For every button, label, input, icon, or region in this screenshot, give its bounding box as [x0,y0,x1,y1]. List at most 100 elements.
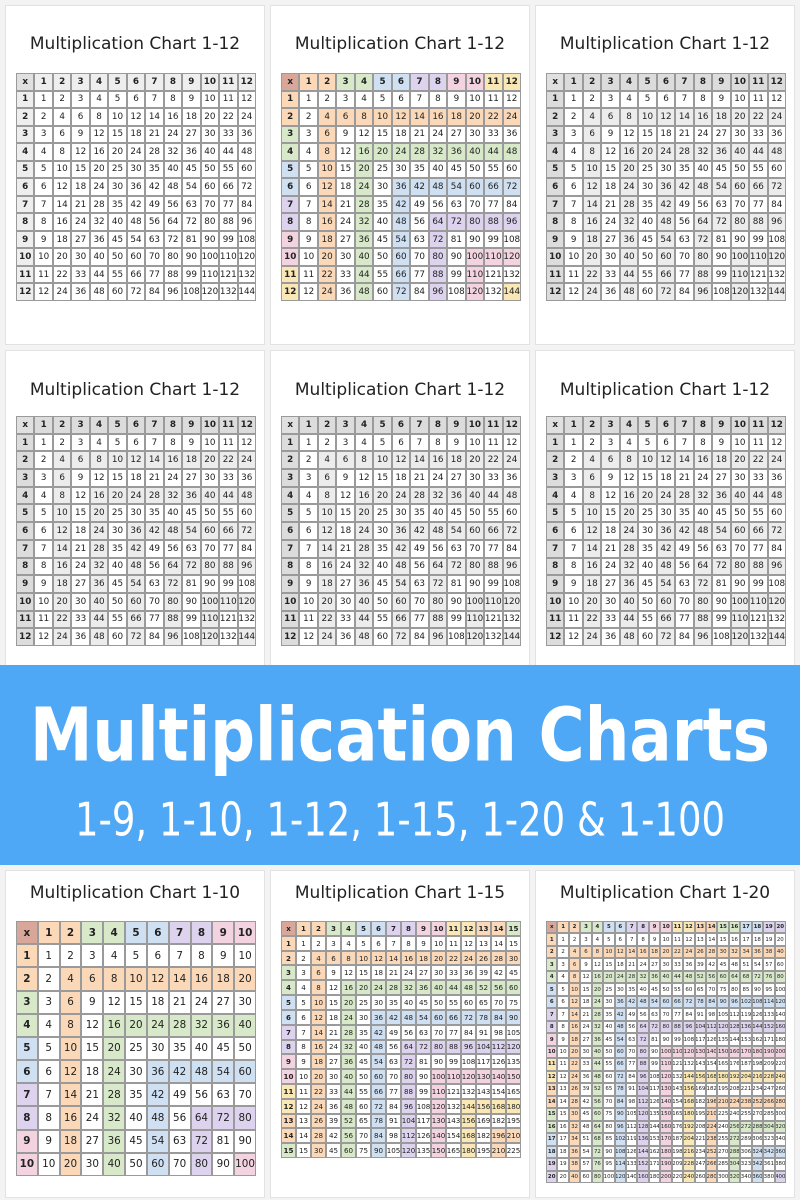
table-cell: 90 [182,248,201,266]
table-cell: 33 [484,125,503,144]
table-cell: 55 [603,1058,615,1071]
table-cell: 126 [751,1008,764,1021]
table-cell: 126 [706,1033,718,1046]
header-cell: 5 [373,416,392,434]
table-cell: 10 [200,90,220,109]
table-cell: 45 [326,1143,341,1158]
table-cell: 2 [317,433,337,452]
table-cell: 33 [749,469,768,487]
table-cell: 10 [37,1152,60,1176]
table-cell: 99 [484,230,503,249]
table-cell: 45 [447,160,466,179]
header-cell: 16 [728,921,741,934]
table-cell: 8 [354,108,374,126]
table-cell: 4 [568,945,581,959]
table-cell: 2 [311,935,326,951]
table-cell: 28 [619,539,639,558]
table-cell: 140 [491,1069,506,1084]
table-cell: 18 [336,178,355,196]
row-header-cell: 4 [546,143,565,161]
table-cell: 28 [341,1024,356,1040]
table-cell: 45 [125,1129,147,1153]
table-cell: 48 [89,283,109,301]
table-cell: 11 [564,265,583,284]
table-cell: 49 [410,195,429,214]
table-cell: 75 [603,1108,615,1121]
table-cell: 36 [416,980,431,996]
table-cell: 130 [694,1045,706,1059]
header-cell: x [281,73,300,91]
table-cell: 104 [637,1083,649,1096]
table-cell: 8 [311,980,326,996]
header-cell: 10 [200,73,220,91]
table-cell: 81 [648,1033,661,1046]
table-cell: 5 [125,944,147,968]
table-cell: 132 [683,1058,695,1071]
table-cell: 4 [564,143,583,161]
table-cell: 28 [568,1095,581,1109]
table-cell: 32 [428,143,448,161]
table-cell: 54 [712,178,731,196]
table-cell: 13 [557,1083,569,1096]
header-cell: x [281,921,296,936]
table-cell: 20 [354,504,374,523]
table-cell: 182 [476,1128,491,1144]
header-cell: 4 [103,921,126,945]
table-cell: 120 [200,283,220,301]
row-header-cell: 10 [16,248,35,266]
table-cell: 4 [317,451,337,470]
table-cell: 22 [484,451,503,470]
table-cell: 90 [200,230,220,249]
table-cell: 57 [580,1158,592,1171]
table-cell: 40 [603,1020,615,1034]
table-cell: 22 [311,1083,326,1099]
table-cell: 16 [341,980,356,996]
row-header-cell: 9 [16,1129,38,1153]
table-cell: 39 [476,965,491,981]
header-cell: 8 [163,73,183,91]
table-cell: 20 [638,143,657,161]
table-cell: 27 [326,1054,341,1070]
table-cell: 45 [447,504,466,523]
table-cell: 18 [146,990,169,1014]
table-cell: 80 [163,592,183,611]
table-cell: 9 [557,1033,569,1046]
table-cell: 84 [491,1009,506,1025]
table-cell: 323 [740,1158,752,1171]
card-title: Multiplication Chart 1-12 [294,380,506,400]
table-cell: 11 [749,433,768,452]
table-cell: 60 [126,248,146,266]
table-cell: 60 [767,160,786,179]
table-cell: 54 [416,1009,431,1025]
header-cell: 1 [299,73,318,91]
table-cell: 80 [465,557,485,576]
table-cell: 54 [391,230,411,249]
table-cell: 32 [591,1020,604,1034]
table-cell: 14 [557,1095,569,1109]
row-header-cell: 12 [16,628,35,646]
table-cell: 9 [299,575,318,593]
table-cell: 36 [71,628,90,646]
table-cell: 8 [52,143,72,161]
table-cell: 24 [146,1013,169,1037]
table-cell: 72 [637,1033,649,1046]
table-cell: 48 [502,143,521,161]
table-cell: 340 [740,1170,752,1183]
table-cell: 221 [740,1083,752,1096]
table-cell: 56 [706,970,718,984]
table-cell: 289 [740,1133,752,1146]
table-cell: 40 [465,486,485,505]
table-cell: 55 [484,160,503,179]
chart-card: Multiplication Chart 1-12 x 1 2 3 4 5 6 7 8 9 10 11 1… [5,5,265,345]
table-cell: 6 [391,433,411,452]
table-cell: 96 [428,628,448,646]
table-cell: 22 [317,610,337,629]
table-cell: 8 [59,1013,82,1037]
table-cell: 60 [502,160,521,179]
table-cell: 88 [401,1083,416,1099]
table-cell: 180 [648,1170,661,1183]
table-cell: 14 [52,539,72,558]
table-cell: 24 [354,522,374,540]
table-cell: 77 [484,539,503,558]
table-cell: 21 [336,539,355,558]
